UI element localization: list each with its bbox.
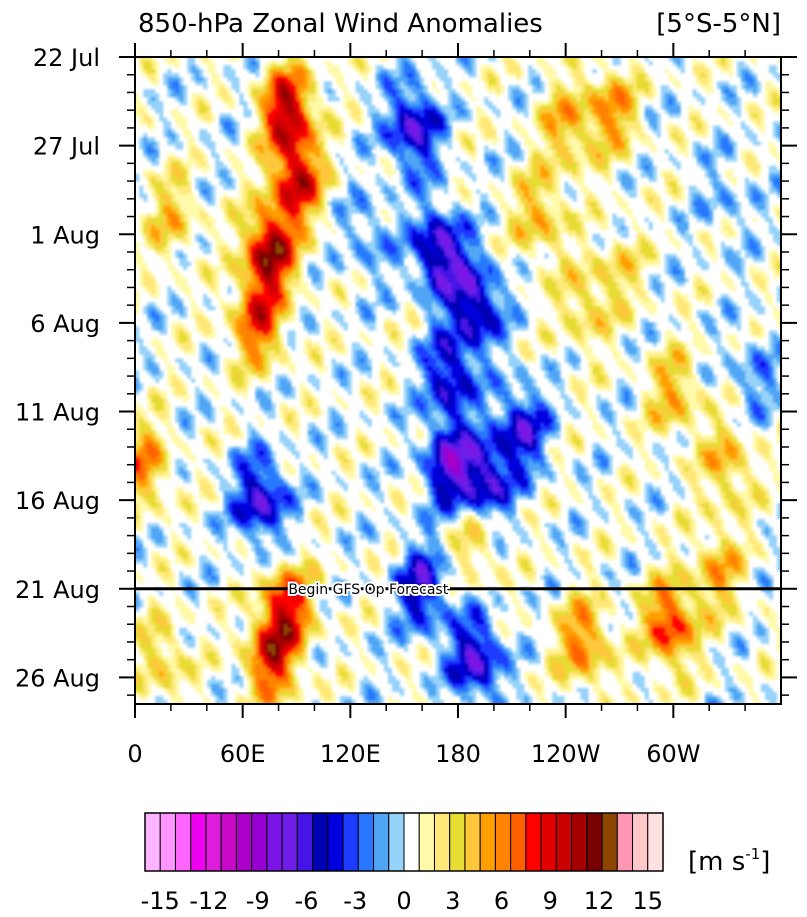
colorbar-swatch xyxy=(555,812,573,872)
colorbar-tick-label: 6 xyxy=(494,887,509,915)
colorbar-swatch xyxy=(357,812,375,872)
colorbar-swatch xyxy=(296,812,314,872)
y-tick-label: 11 Aug xyxy=(15,399,100,427)
colorbar: -15 -12 -9 -6 -3 0 3 6 9 12 15 xyxy=(141,812,664,915)
x-tick-label: 120W xyxy=(531,740,601,768)
colorbar-swatch xyxy=(144,812,161,872)
colorbar-tick-label: 15 xyxy=(632,887,663,915)
colorbar-tick-label: 3 xyxy=(445,887,460,915)
colorbar-swatch xyxy=(540,812,557,872)
colorbar-swatch xyxy=(235,812,253,872)
y-tick-label: 21 Aug xyxy=(15,576,100,604)
x-axis: 0 60E 120E 180 120W 60W xyxy=(127,43,746,768)
y-tick-label: 16 Aug xyxy=(15,487,100,515)
y-tick-label: 6 Aug xyxy=(30,310,100,338)
colorbar-swatch xyxy=(220,812,237,872)
colorbar-swatch xyxy=(373,812,390,872)
colorbar-swatch xyxy=(312,812,329,872)
colorbar-swatch xyxy=(586,812,603,872)
colorbar-swatch xyxy=(479,812,496,872)
chart-title: 850-hPa Zonal Wind Anomalies xyxy=(138,9,543,39)
y-tick-label: 27 Jul xyxy=(33,133,100,161)
colorbar-swatch xyxy=(647,812,664,872)
y-tick-label: 22 Jul xyxy=(33,44,100,72)
colorbar-swatch xyxy=(433,812,451,872)
colorbar-frame xyxy=(144,812,664,872)
y-tick-label: 1 Aug xyxy=(30,221,100,249)
colorbar-swatch xyxy=(418,812,435,872)
colorbar-swatch xyxy=(281,812,298,872)
colorbar-swatch xyxy=(403,812,420,872)
colorbar-tick-label: -15 xyxy=(141,887,180,915)
colorbar-swatch xyxy=(464,812,481,872)
colorbar-tick-label: -12 xyxy=(189,887,228,915)
x-tick-label: 120E xyxy=(320,740,381,768)
colorbar-swatch xyxy=(616,812,634,872)
colorbar-swatch xyxy=(449,812,466,872)
colorbar-swatch xyxy=(388,812,405,872)
colorbar-swatch xyxy=(342,812,359,872)
region-label: [5°S-5°N] xyxy=(656,9,781,39)
y-axis: 22 Jul 27 Jul 1 Aug 6 Aug 11 Aug 16 Aug 21 Aug… xyxy=(15,44,797,696)
colorbar-swatch xyxy=(159,812,176,872)
y-tick-label: 26 Aug xyxy=(15,664,100,692)
x-tick-label: 0 xyxy=(127,740,142,768)
colorbar-swatch xyxy=(174,812,192,872)
colorbar-swatch xyxy=(494,812,512,872)
colorbar-units-base: [m s xyxy=(688,847,745,877)
colorbar-swatch xyxy=(601,812,618,872)
colorbar-swatch xyxy=(510,812,527,872)
colorbar-swatch xyxy=(190,812,207,872)
x-tick-label: 180 xyxy=(435,740,481,768)
colorbar-units-end: ] xyxy=(760,847,770,877)
colorbar-tick-label: 0 xyxy=(396,887,411,915)
colorbar-tick-label: 9 xyxy=(543,887,558,915)
colorbar-swatch xyxy=(632,812,649,872)
anomaly-field xyxy=(135,57,781,704)
colorbar-swatch xyxy=(525,812,542,872)
colorbar-swatch xyxy=(266,812,283,872)
colorbar-tick-label: -3 xyxy=(343,887,367,915)
x-tick-label: 60E xyxy=(220,740,266,768)
anomaly-field-image xyxy=(135,57,781,704)
colorbar-units-exponent: -1 xyxy=(745,845,760,863)
colorbar-tick-label: -6 xyxy=(295,887,319,915)
colorbar-swatch xyxy=(327,812,344,872)
colorbar-swatch xyxy=(205,812,222,872)
colorbar-swatch xyxy=(251,812,268,872)
x-tick-label: 60W xyxy=(646,740,700,768)
colorbar-swatch xyxy=(571,812,588,872)
colorbar-tick-label: 12 xyxy=(584,887,615,915)
colorbar-tick-label: -9 xyxy=(246,887,270,915)
colorbar-units: [m s-1] xyxy=(688,845,770,877)
forecast-label: Begin GFS Op Forecast xyxy=(288,582,448,598)
